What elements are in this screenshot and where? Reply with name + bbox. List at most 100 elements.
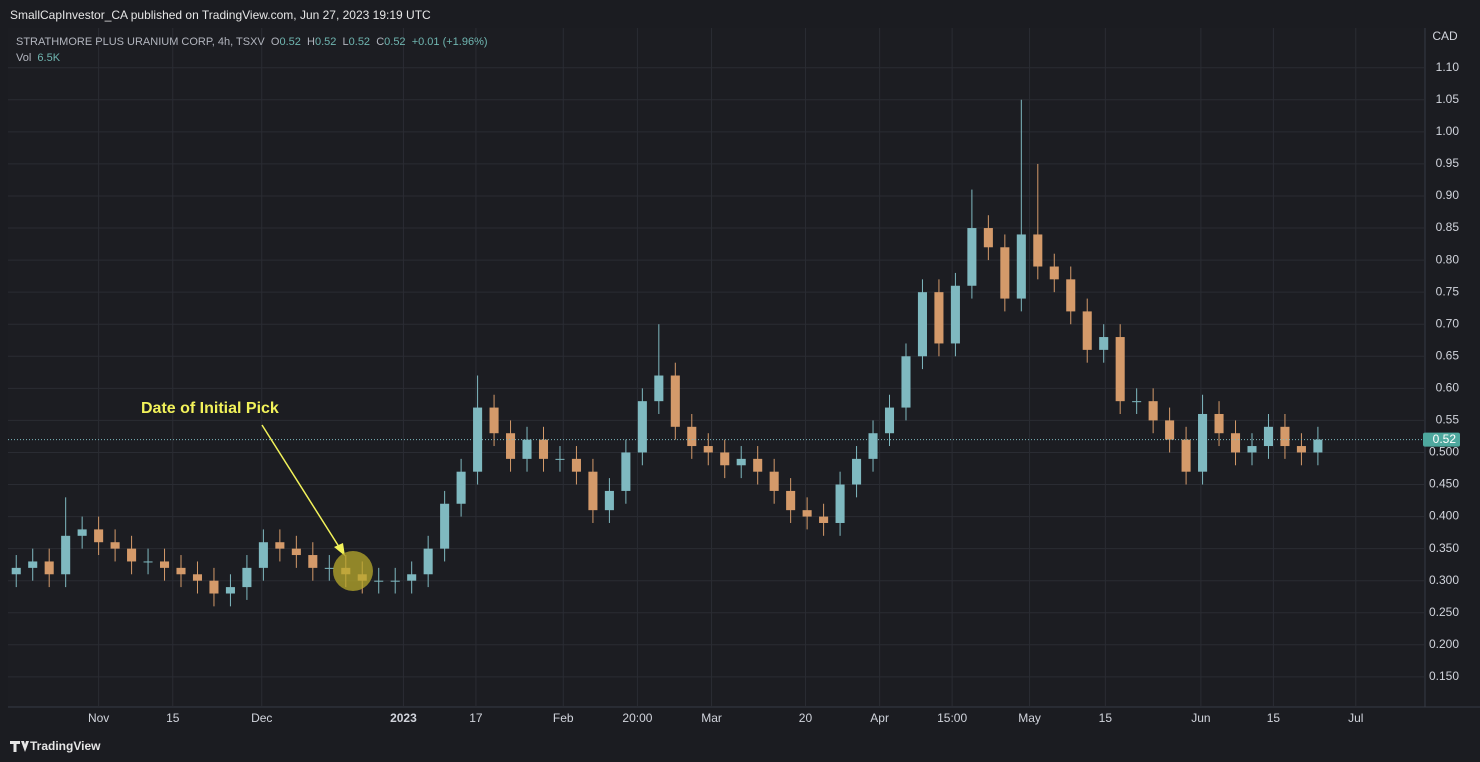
candle-body xyxy=(802,510,812,517)
candle-body xyxy=(637,401,647,453)
candle-body xyxy=(1247,446,1257,453)
x-tick-label: Mar xyxy=(701,711,722,725)
candle-body xyxy=(308,555,318,568)
candle-body xyxy=(1016,234,1026,299)
candle-body xyxy=(1181,439,1191,472)
candle-body xyxy=(1280,426,1290,447)
candle-body xyxy=(917,292,927,357)
x-tick-label: 15 xyxy=(1267,711,1281,725)
vol-value: 6.5K xyxy=(37,52,61,64)
candle-body xyxy=(1099,337,1109,350)
candle-body xyxy=(61,535,71,575)
y-tick-label: 0.250 xyxy=(1429,605,1459,619)
x-tick-label: 20:00 xyxy=(622,711,652,725)
annotation-text: Date of Initial Pick xyxy=(141,400,279,417)
candle-body xyxy=(687,426,697,447)
candle-body xyxy=(374,580,384,582)
candle-body xyxy=(176,567,186,575)
x-tick-label: 2023 xyxy=(390,711,417,725)
candle-body xyxy=(522,439,532,459)
candles xyxy=(11,99,1323,607)
candle-body xyxy=(489,407,499,434)
legend: STRATHMORE PLUS URANIUM CORP, 4h, TSXV O… xyxy=(16,34,488,66)
candle-body xyxy=(670,375,680,427)
candle-body xyxy=(258,542,268,568)
candle-body xyxy=(967,228,977,286)
x-tick-label: Nov xyxy=(88,711,109,725)
candle-body xyxy=(1148,401,1158,421)
publish-header: SmallCapInvestor_CA published on Trading… xyxy=(10,8,431,22)
candle-body xyxy=(819,516,829,523)
candle-body xyxy=(143,561,153,563)
ohlc-value: 0.52 xyxy=(384,36,406,48)
candle-body xyxy=(127,548,137,562)
ohlc-value: 0.52 xyxy=(348,36,371,48)
vol-label: Vol xyxy=(16,52,32,64)
candle-body xyxy=(868,433,878,459)
volume-line: Vol 6.5K xyxy=(16,50,488,66)
candle-body xyxy=(1214,413,1224,434)
ohlc-label: H xyxy=(307,36,315,48)
candle-body xyxy=(901,356,911,408)
y-tick-label: 0.90 xyxy=(1436,188,1460,202)
pick-marker xyxy=(333,551,373,591)
candle-body xyxy=(950,285,960,344)
logo xyxy=(10,741,29,752)
y-tick-label: 1.05 xyxy=(1436,92,1460,106)
candle-body xyxy=(291,548,301,556)
candle-body xyxy=(621,452,631,491)
y-tick-label: 0.75 xyxy=(1436,284,1460,298)
x-tick-label: Jul xyxy=(1348,711,1363,725)
candle-body xyxy=(440,503,450,549)
x-tick-label: 15 xyxy=(1099,711,1113,725)
grid xyxy=(8,28,1425,707)
x-tick-label: 15 xyxy=(166,711,180,725)
candle-body xyxy=(1115,337,1125,402)
y-tick-label: 0.350 xyxy=(1429,541,1459,555)
candle-body xyxy=(225,587,235,594)
candle-body xyxy=(456,471,466,504)
y-tick-label: 0.70 xyxy=(1436,316,1460,330)
ohlc-value: 0.52 xyxy=(314,36,337,48)
candle-body xyxy=(407,574,417,581)
candle-body xyxy=(1263,426,1274,447)
candle-body xyxy=(835,484,845,523)
candle-body xyxy=(786,490,796,511)
x-tick-label: 15:00 xyxy=(937,711,967,725)
y-tick-label: 0.95 xyxy=(1436,156,1460,170)
x-tick-label: May xyxy=(1018,711,1041,725)
x-tick-label: Jun xyxy=(1191,711,1210,725)
y-tick-label: 1.10 xyxy=(1436,60,1460,74)
candle-body xyxy=(1296,446,1306,453)
y-tick-label: 0.400 xyxy=(1429,509,1459,523)
candle-body xyxy=(934,292,944,344)
candle-body xyxy=(94,529,104,543)
candle-body xyxy=(753,458,763,472)
x-tick-label: Feb xyxy=(553,711,574,725)
y-tick-label: 0.450 xyxy=(1429,477,1459,491)
candle-body xyxy=(538,439,549,459)
candle-body xyxy=(1313,439,1323,453)
candle-body xyxy=(769,471,779,491)
last-price-label: 0.52 xyxy=(1433,432,1457,446)
candle-body xyxy=(44,561,54,575)
chart-pane xyxy=(8,28,1425,707)
arrow-head xyxy=(334,543,345,556)
candle-body xyxy=(1198,413,1208,472)
x-tick-label: 20 xyxy=(799,711,813,725)
candle-body xyxy=(588,471,598,511)
candle-body xyxy=(473,407,483,472)
symbol: STRATHMORE PLUS URANIUM CORP, 4h, TSXV xyxy=(16,36,265,48)
candle-body xyxy=(1066,279,1076,312)
y-tick-label: 0.65 xyxy=(1436,348,1460,362)
x-tick-label: 17 xyxy=(469,711,483,725)
x-tick-label: Dec xyxy=(251,711,272,725)
candle-body xyxy=(77,529,87,536)
candle-body xyxy=(159,561,170,568)
candle-body xyxy=(703,446,713,453)
symbol-line: STRATHMORE PLUS URANIUM CORP, 4h, TSXV O… xyxy=(16,34,488,50)
ohlc-value: 0.52 xyxy=(279,36,301,48)
candle-body xyxy=(720,452,730,466)
candle-body xyxy=(1165,420,1175,440)
annotation-arrow xyxy=(261,424,342,551)
